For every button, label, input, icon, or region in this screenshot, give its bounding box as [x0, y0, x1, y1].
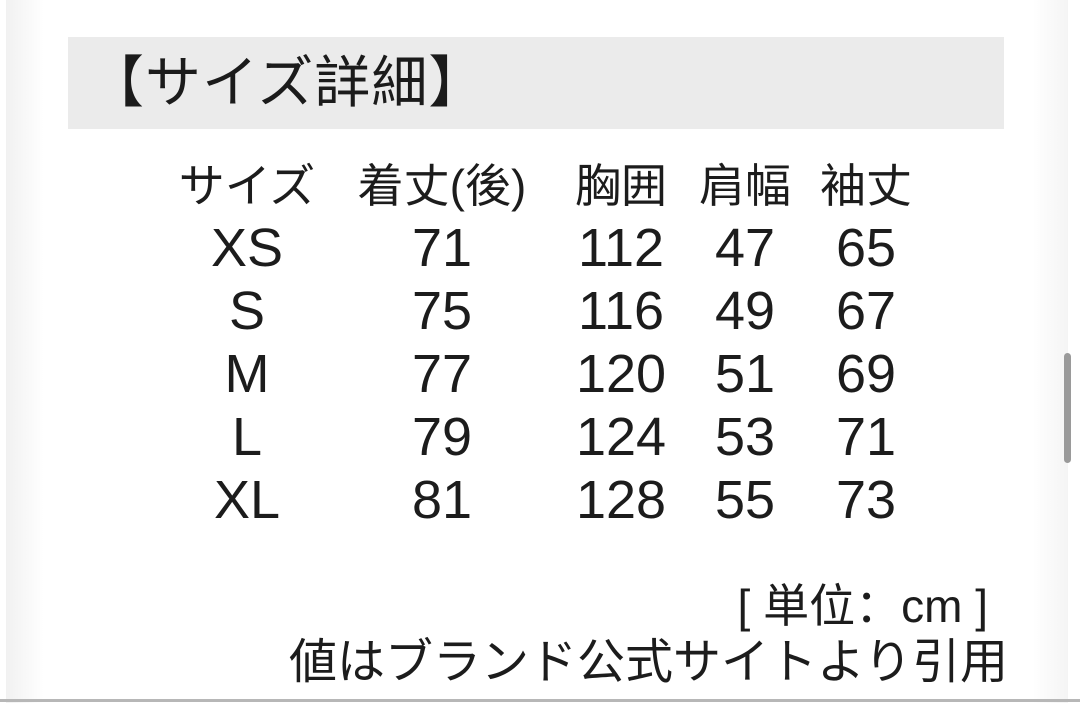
cell-length: 77 — [411, 343, 473, 404]
cell-length: 71 — [411, 217, 473, 278]
cell-sleeve: 67 — [835, 280, 897, 341]
cell-shoulder: 49 — [714, 280, 776, 341]
table-row-xs: XS 71 112 47 65 — [172, 216, 922, 279]
cell-sleeve: 65 — [835, 217, 897, 278]
cell-chest: 116 — [577, 280, 665, 341]
cell-length: 81 — [411, 469, 473, 530]
section-title-band: 【サイズ詳細】 — [68, 37, 1004, 129]
cell-shoulder: 55 — [714, 469, 776, 530]
cell-sleeve: 73 — [835, 469, 897, 530]
cell-shoulder: 51 — [714, 343, 776, 404]
cell-size: M — [224, 343, 270, 404]
size-table: サイズ 着丈(後) 胸囲 肩幅 袖丈 XS 71 112 47 65 S 75 … — [172, 150, 922, 531]
table-row-xl: XL 81 128 55 73 — [172, 468, 922, 531]
col-header-shoulder: 肩幅 — [699, 160, 791, 212]
cell-chest: 128 — [575, 469, 667, 530]
cell-chest: 124 — [575, 406, 667, 467]
table-header-row: サイズ 着丈(後) 胸囲 肩幅 袖丈 — [172, 150, 922, 216]
cell-sleeve: 71 — [835, 406, 897, 467]
unit-note: [ 単位：cm ] — [737, 580, 988, 632]
table-row-s: S 75 116 49 67 — [172, 279, 922, 342]
left-edge-shadow — [6, 0, 44, 703]
bottom-divider — [0, 699, 1080, 702]
source-note: 値はブランド公式サイトより引用 — [288, 636, 1008, 689]
col-header-length: 着丈(後) — [357, 160, 527, 212]
col-header-sleeve: 袖丈 — [820, 160, 912, 212]
scrollbar-thumb[interactable] — [1064, 353, 1071, 463]
cell-sleeve: 69 — [835, 343, 897, 404]
cell-size: S — [228, 280, 266, 341]
col-header-size: サイズ — [178, 160, 316, 212]
table-row-m: M 77 120 51 69 — [172, 342, 922, 405]
section-title: 【サイズ詳細】 — [88, 51, 486, 114]
cell-size: XL — [213, 469, 281, 530]
cell-shoulder: 47 — [714, 217, 776, 278]
col-header-chest: 胸囲 — [575, 160, 667, 212]
cell-size: XS — [210, 217, 284, 278]
table-row-l: L 79 124 53 71 — [172, 405, 922, 468]
cell-shoulder: 53 — [714, 406, 776, 467]
cell-size: L — [231, 406, 263, 467]
cell-chest: 120 — [575, 343, 667, 404]
cell-chest: 112 — [577, 217, 665, 278]
cell-length: 75 — [411, 280, 473, 341]
cell-length: 79 — [411, 406, 473, 467]
right-edge-shadow — [1032, 0, 1068, 703]
